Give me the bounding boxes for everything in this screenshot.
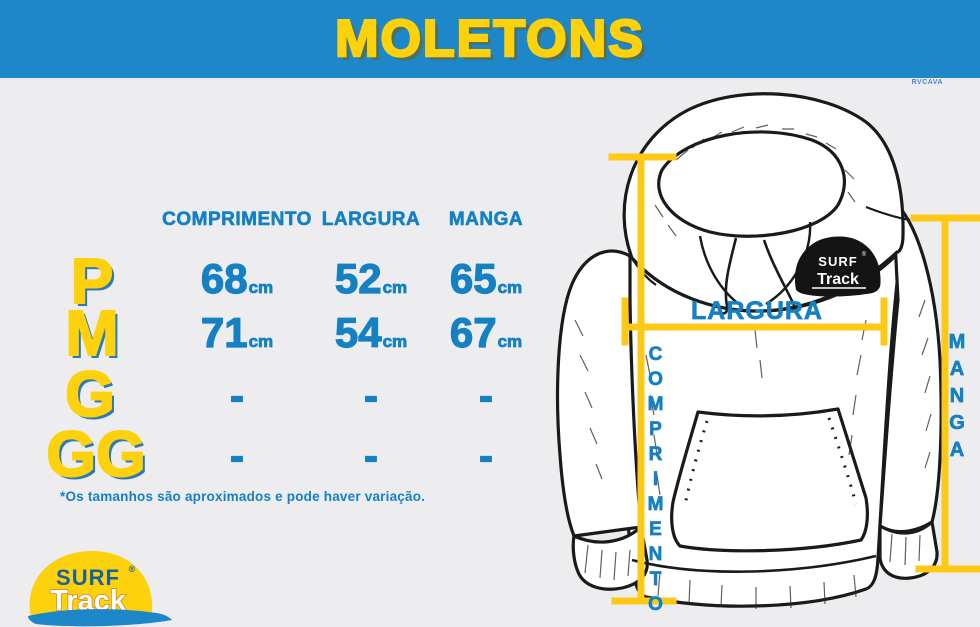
value-unit: cm <box>497 278 523 298</box>
drawstring-right <box>762 239 796 313</box>
patch-brand-line1: SURF <box>818 254 857 269</box>
chest-patch <box>794 236 881 297</box>
value-number: - <box>363 432 378 479</box>
hoodie-left-cuff <box>571 525 649 591</box>
comprimento-measure-line <box>608 153 677 605</box>
value-gg-largura: - <box>363 432 378 479</box>
surf-track-logo: SURF ® Track <box>28 550 172 627</box>
value-number: 71 <box>200 309 248 356</box>
size-label-m: M <box>64 297 119 369</box>
value-p-manga: 65 cm <box>449 255 523 302</box>
logo-sun-shape <box>29 550 153 618</box>
value-g-comprimento: - <box>229 372 244 419</box>
footnote: *Os tamanhos são aproximados e pode have… <box>60 489 426 504</box>
value-m-comprimento: 71 cm <box>200 309 274 356</box>
cuff-hem-ribbing <box>584 533 921 609</box>
largura-diagram-label: LARGURA <box>691 297 823 326</box>
value-g-largura: - <box>363 372 378 419</box>
hoodie-left-sleeve <box>555 249 643 538</box>
value-unit: cm <box>497 332 523 352</box>
logo-registered-mark: ® <box>129 564 136 574</box>
header-comprimento: COMPRIMENTO <box>162 209 312 231</box>
value-m-manga: 67 cm <box>449 309 523 356</box>
value-number: - <box>478 432 493 479</box>
value-number: 54 <box>334 309 382 356</box>
value-gg-comprimento: - <box>229 432 244 479</box>
value-g-manga: - <box>478 372 493 419</box>
value-unit: cm <box>382 332 408 352</box>
logo-line1: SURF <box>56 565 120 590</box>
patch-registered-mark: ® <box>862 251 867 258</box>
value-p-comprimento: 68 cm <box>200 255 274 302</box>
value-number: 65 <box>449 255 497 302</box>
logo-wave <box>28 609 172 627</box>
sleeve-hatching <box>574 299 932 480</box>
hood-hatching <box>654 124 856 237</box>
value-unit: cm <box>248 278 274 298</box>
drawstring-left <box>718 237 738 315</box>
value-number: 67 <box>449 309 497 356</box>
header-largura: LARGURA <box>321 209 421 231</box>
value-number: - <box>229 432 244 479</box>
value-unit: cm <box>248 332 274 352</box>
size-label-p: P <box>70 245 115 317</box>
kangaroo-pocket <box>670 407 869 553</box>
value-p-largura: 52 cm <box>334 255 408 302</box>
value-gg-manga: - <box>478 432 493 479</box>
size-label-gg: GG <box>45 418 147 490</box>
value-m-largura: 54 cm <box>334 309 408 356</box>
largura-measure-line <box>621 297 888 346</box>
value-number: - <box>363 372 378 419</box>
hood-opening <box>657 130 847 238</box>
hood-fold-left <box>698 235 741 306</box>
size-label-g: G <box>64 358 116 430</box>
credit-text: RVCAVA <box>911 79 943 86</box>
pocket-stitch-right <box>827 417 858 505</box>
value-number: - <box>478 372 493 419</box>
header-manga: MANGA <box>448 209 524 231</box>
value-unit: cm <box>382 278 408 298</box>
banner: MOLETONS <box>0 0 980 78</box>
value-number: - <box>229 372 244 419</box>
hem-band <box>631 554 877 573</box>
patch-brand-line2: Track <box>817 271 859 288</box>
manga-measure-line <box>910 214 980 573</box>
right-shoulder-seam <box>865 205 911 222</box>
value-number: 68 <box>200 255 248 302</box>
manga-diagram-label: MANGA <box>946 331 969 467</box>
value-number: 52 <box>334 255 382 302</box>
comprimento-diagram-label: COMPRIMENTO <box>645 344 667 620</box>
page-title: MOLETONS <box>334 9 645 70</box>
